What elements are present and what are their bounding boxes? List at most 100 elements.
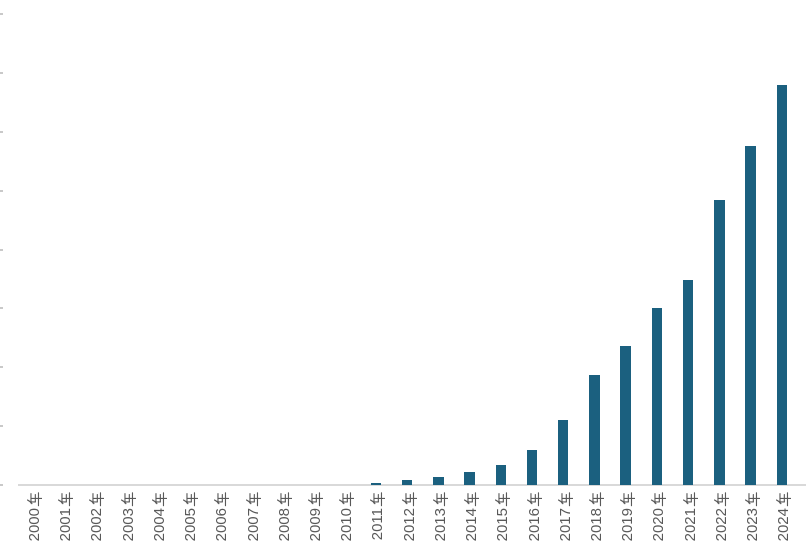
year-kanji-glyph [745, 492, 760, 507]
year-kanji-glyph [121, 492, 136, 507]
year-kanji-glyph [370, 492, 385, 507]
year-kanji-glyph [58, 492, 73, 507]
year-digits: 2014 [463, 508, 481, 542]
x-axis-label-2023: 2023 [744, 492, 762, 542]
year-digits: 2011 [369, 508, 387, 541]
year-digits: 2010 [338, 508, 356, 542]
y-axis-tick [0, 189, 3, 192]
year-digits: 2012 [400, 508, 418, 542]
year-kanji-glyph [277, 492, 292, 507]
year-kanji-glyph [214, 492, 229, 507]
bar-2017 [557, 420, 569, 485]
bar-2011 [370, 482, 382, 485]
x-axis-label-2000: 2000 [26, 492, 43, 542]
year-digits: 2004 [150, 508, 168, 542]
year-digits: 2017 [556, 508, 574, 542]
year-digits: 2005 [182, 508, 200, 542]
year-kanji-glyph [620, 492, 635, 507]
year-kanji-glyph [558, 492, 573, 507]
year-digits: 2021 [681, 508, 699, 542]
x-axis-label-2020: 2020 [650, 492, 668, 542]
bar-2013 [433, 476, 444, 485]
year-digits: 2022 [712, 508, 730, 542]
bar-2015 [495, 464, 507, 485]
year-digits: 2002 [88, 508, 106, 542]
x-axis-label-2003: 2003 [119, 492, 137, 542]
x-axis-label-2019: 2019 [619, 492, 637, 542]
year-kanji-glyph [183, 492, 198, 507]
bar-2024 [776, 84, 788, 485]
y-axis-tick [0, 13, 3, 15]
y-axis-tick [0, 484, 3, 486]
year-kanji-glyph [683, 492, 698, 507]
year-digits: 2008 [275, 508, 293, 542]
y-axis-tick [0, 425, 3, 428]
bar-2019 [620, 346, 631, 485]
bar-2023 [745, 145, 756, 485]
year-digits: 2023 [744, 508, 762, 542]
year-kanji-glyph [589, 492, 604, 507]
x-axis-label-2022: 2022 [712, 492, 730, 542]
year-kanji-glyph [433, 492, 448, 507]
year-kanji-glyph [776, 492, 791, 507]
x-axis-label-2018: 2018 [587, 492, 605, 542]
x-axis-label-2013: 2013 [431, 492, 449, 542]
year-digits: 2015 [494, 508, 512, 542]
bar-2012 [401, 480, 413, 485]
bar-2021 [682, 280, 694, 485]
bar-2022 [714, 200, 725, 485]
bar-2016 [526, 449, 538, 485]
y-axis-tick [0, 248, 3, 251]
year-digits: 2007 [244, 508, 262, 542]
x-axis-label-2016: 2016 [525, 492, 543, 542]
year-digits: 2001 [57, 508, 75, 542]
year-digits: 2003 [119, 508, 137, 542]
y-axis-tick [0, 307, 3, 310]
bar-2014 [464, 472, 475, 485]
year-kanji-glyph [495, 492, 510, 507]
year-digits: 2020 [650, 508, 668, 542]
y-axis-tick [0, 366, 3, 369]
x-axis-label-2011: 2011 [369, 492, 387, 542]
x-axis-label-2024: 2024 [775, 492, 793, 542]
year-kanji-glyph [152, 492, 167, 507]
x-axis-label-2012: 2012 [400, 492, 418, 542]
year-kanji-glyph [714, 492, 729, 507]
year-kanji-glyph [246, 492, 261, 507]
x-axis-line [18, 484, 806, 486]
x-axis-label-2006: 2006 [213, 492, 231, 542]
x-axis-label-2021: 2021 [681, 492, 699, 542]
x-axis-label-2010: 2010 [338, 492, 356, 542]
x-axis-label-2007: 2007 [244, 492, 262, 542]
x-axis-label-2017: 2017 [556, 492, 574, 542]
year-digits: 2019 [619, 508, 637, 542]
x-axis-label-2014: 2014 [463, 492, 481, 542]
year-digits: 2000 [26, 508, 43, 542]
year-kanji-glyph [89, 492, 104, 507]
year-kanji-glyph [308, 492, 323, 507]
x-axis-label-2009: 2009 [306, 492, 324, 542]
year-kanji-glyph [27, 492, 42, 507]
year-kanji-glyph [651, 492, 666, 507]
x-axis-label-2001: 2001 [57, 492, 75, 542]
year-kanji-glyph [527, 492, 542, 507]
bar-2018 [589, 375, 600, 485]
y-axis-tick [0, 71, 3, 74]
x-axis-label-2008: 2008 [275, 492, 293, 542]
year-digits: 2009 [306, 508, 324, 542]
year-digits: 2006 [213, 508, 231, 542]
x-axis-label-2015: 2015 [494, 492, 512, 542]
year-kanji-glyph [402, 492, 417, 507]
bar-2020 [651, 308, 663, 485]
year-digits: 2024 [775, 508, 793, 542]
year-digits: 2013 [431, 508, 449, 542]
year-digits: 2016 [525, 508, 543, 542]
year-kanji-glyph [464, 492, 479, 507]
x-axis-label-2004: 2004 [150, 492, 168, 542]
x-axis-label-2002: 2002 [88, 492, 106, 542]
year-digits: 2018 [587, 508, 605, 542]
year-kanji-glyph [339, 492, 354, 507]
x-axis-label-2005: 2005 [182, 492, 200, 542]
y-axis-tick [0, 130, 3, 133]
